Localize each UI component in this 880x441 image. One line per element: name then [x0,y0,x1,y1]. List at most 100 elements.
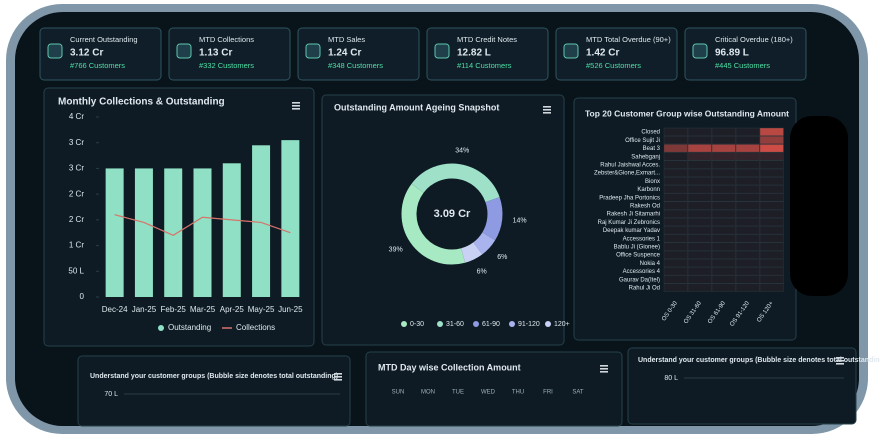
legend-label: 0-30 [410,321,424,328]
bubble-panel [627,347,857,425]
heat-cell [735,152,760,161]
heat-cell [663,152,688,161]
donut-segment [401,183,466,265]
legend-swatch [509,321,515,327]
heat-cell [663,275,688,284]
heat-cell [711,283,736,292]
legend-swatch [401,321,407,327]
legend-label: Collections [236,323,275,332]
row-label: Deepak kumar Yadav [603,228,660,234]
menu-icon [836,360,844,362]
row-label: Bablu Ji (Gionee) [614,244,660,250]
kpi-icon [176,43,192,59]
kpi-value: 1.13 Cr [199,48,232,59]
day-label: TUE [452,390,464,396]
heat-cell [687,144,712,153]
heat-cell [687,259,712,268]
heat-cell [711,217,736,227]
heat-cell [663,185,688,194]
heat-cell [759,283,784,292]
heat-cell [759,135,784,145]
kpi-customers: #766 Customers [70,61,125,70]
heat-cell [711,168,736,177]
heat-cell [735,275,760,284]
y-tick-label: 70 L [104,391,118,398]
menu-icon [292,108,300,110]
menu-icon [600,368,608,370]
y-tick-label: 2 Cr [69,189,84,198]
heat-cell [759,250,784,259]
y-tick-label: 2 Cr [69,215,84,224]
heat-cell [735,209,760,218]
heat-cell [663,250,688,259]
heat-cell [687,267,712,276]
row-label: Gaurav Da(Itel) [619,277,660,283]
heat-cell [735,259,760,268]
heat-cell [759,267,784,276]
row-label: Rahul Jaishwal Acces. [600,162,660,168]
row-label: Pradeep Jha Portonics [599,195,660,201]
row-label: Rahul Ji Od [629,285,660,291]
heat-cell [735,127,760,136]
heat-cell [711,275,736,284]
heat-cell [663,135,688,145]
heat-cell [735,217,760,227]
panel-title: MTD Day wise Collection Amount [378,362,521,372]
kpi-title: Current Outstanding [70,35,138,44]
heat-cell [663,144,688,153]
heat-cell [711,185,736,194]
menu-icon [543,109,551,111]
donut-segment [473,232,496,255]
line-series [114,214,291,236]
heat-cell [759,185,784,194]
day-label: SAT [572,390,584,396]
heat-cell [759,259,784,268]
heat-cell [663,176,688,186]
heat-cell [759,234,784,243]
x-tick-label: Feb-25 [161,305,187,314]
kpi-value: 3.12 Cr [70,48,103,59]
heat-cell [663,242,688,251]
heat-cell [687,176,712,186]
kpi-customers: #526 Customers [586,61,641,70]
heat-cell [711,242,736,251]
legend-label: 61-90 [482,321,500,328]
kpi-customers: #445 Customers [715,61,770,70]
row-label: Bionx [645,179,660,185]
heat-cell [663,267,688,276]
heat-cell [759,144,784,153]
x-tick-label: Apr-25 [220,305,245,314]
day-label: THU [512,390,524,396]
kpi-card [297,27,420,81]
heat-cell [735,160,760,169]
bar [164,168,183,297]
legend-swatch [473,321,479,327]
heat-cell [687,242,712,251]
heat-cell [735,176,760,186]
menu-icon [292,105,300,107]
day-label: WED [481,390,496,396]
donut-segment [411,163,500,203]
heat-cell [711,193,736,202]
donut-center: 3.09 Cr [434,208,471,220]
heat-cell [663,283,688,292]
row-label: Office Suspence [616,253,661,259]
kpi-card [39,27,162,81]
donut-panel [321,94,565,346]
bar [134,168,153,297]
y-tick-label: 3 Cr [69,138,84,147]
kpi-icon [305,43,321,59]
heat-cell [711,135,736,145]
panel-title: Understand your customer groups (Bubble … [90,373,338,380]
heat-cell [735,144,760,153]
heat-cell [759,168,784,177]
phone-notch [790,116,848,296]
heat-cell [711,127,736,136]
legend-label: 31-60 [446,321,464,328]
heat-cell [759,217,784,227]
legend-swatch [158,325,164,331]
y-tick-label: 80 L [664,375,678,382]
kpi-value: 12.82 L [457,48,491,59]
heat-cell [687,250,712,259]
kpi-title: Critical Overdue (180+) [715,35,793,44]
